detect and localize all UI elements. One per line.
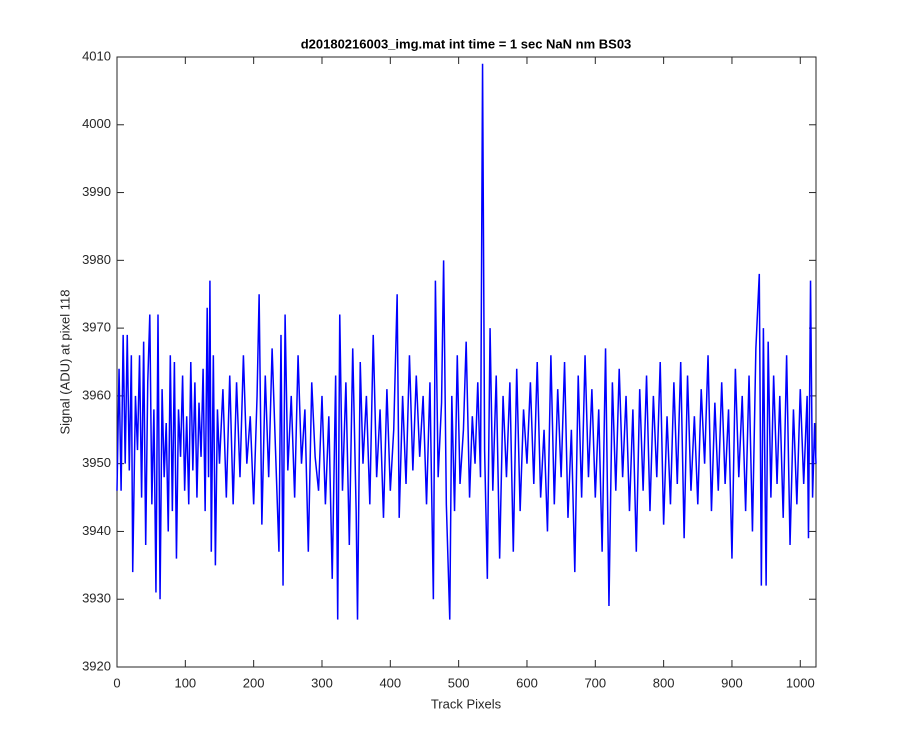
y-tick-label: 3930 [82, 591, 111, 606]
x-tick-label: 400 [379, 675, 401, 690]
x-tick-label: 200 [243, 675, 265, 690]
x-tick-label: 100 [174, 675, 196, 690]
y-tick-label: 3920 [82, 658, 111, 673]
chart-title: d20180216003_img.mat int time = 1 sec Na… [301, 36, 632, 51]
y-tick-label: 4010 [82, 48, 111, 63]
x-tick-label: 0 [113, 675, 120, 690]
x-axis-label: Track Pixels [431, 696, 502, 711]
x-tick-label: 800 [653, 675, 675, 690]
y-tick-label: 3990 [82, 184, 111, 199]
data-line [116, 63, 817, 620]
x-tick-label: 700 [584, 675, 606, 690]
y-axis-label: Signal (ADU) at pixel 118 [57, 290, 72, 435]
x-tick-label: 900 [721, 675, 743, 690]
y-tick-label: 3980 [82, 252, 111, 267]
x-tick-label: 1000 [786, 675, 815, 690]
x-tick-label: 500 [448, 675, 470, 690]
y-tick-label: 3970 [82, 320, 111, 335]
y-tick-label: 3940 [82, 523, 111, 538]
y-tick-label: 3950 [82, 455, 111, 470]
x-tick-label: 600 [516, 675, 538, 690]
y-tick-label: 3960 [82, 387, 111, 402]
y-tick-label: 4000 [82, 116, 111, 131]
x-tick-label: 300 [311, 675, 333, 690]
